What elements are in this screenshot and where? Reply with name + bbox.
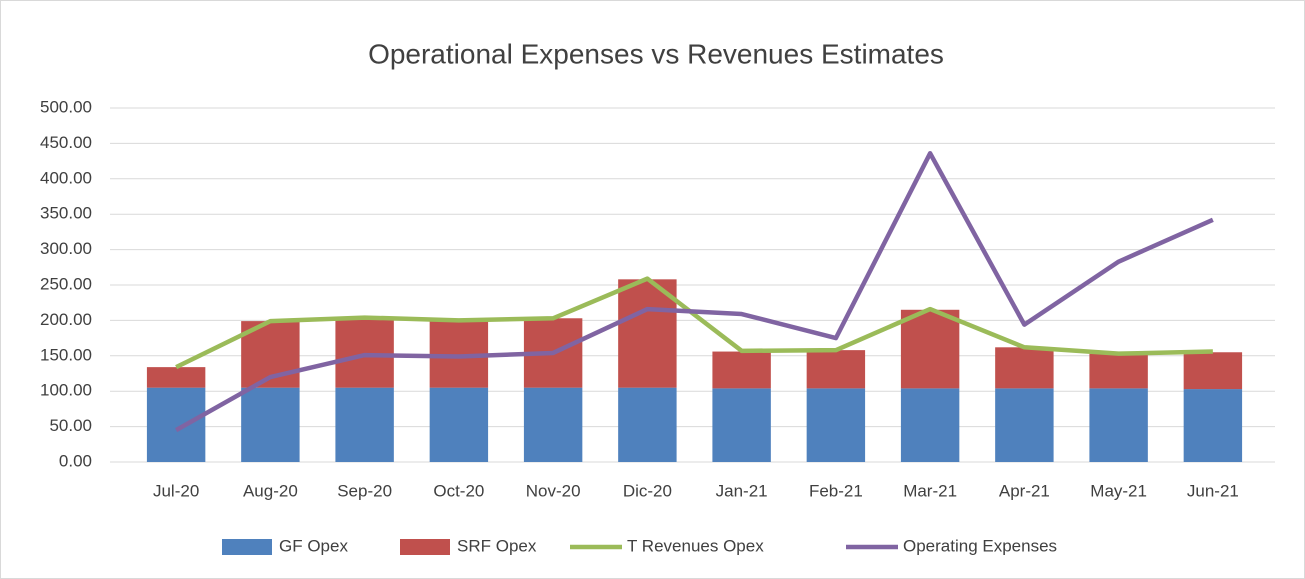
line	[175, 151, 1214, 433]
bar	[900, 309, 960, 389]
bar	[806, 350, 866, 389]
x-tick-label: Apr-21	[999, 481, 1050, 500]
bar	[1183, 389, 1243, 462]
bar	[618, 279, 677, 388]
y-tick-label: 200.00	[40, 310, 92, 329]
bar	[618, 387, 677, 462]
bar	[429, 387, 489, 462]
legend-swatch	[222, 539, 272, 555]
bar	[1089, 353, 1148, 389]
bar	[995, 347, 1054, 389]
x-tick-label: Mar-21	[903, 481, 957, 500]
y-tick-label: 150.00	[40, 345, 92, 364]
x-tick-label: Aug-20	[243, 481, 298, 500]
bar	[335, 387, 394, 462]
y-tick-label: 500.00	[40, 97, 92, 116]
x-tick-label: Jun-21	[1187, 481, 1239, 500]
bar	[712, 388, 771, 462]
y-tick-label: 50.00	[49, 416, 92, 435]
bar	[241, 387, 300, 462]
bar	[146, 367, 206, 388]
bar	[712, 351, 771, 389]
x-tick-label: Jul-20	[153, 481, 199, 500]
legend-label: T Revenues Opex	[627, 536, 764, 555]
legend-swatch	[400, 539, 450, 555]
bar	[806, 388, 866, 462]
bar	[523, 387, 583, 462]
legend-label: GF Opex	[279, 536, 348, 555]
x-tick-label: Dic-20	[623, 481, 672, 500]
x-tick-label: Oct-20	[433, 481, 484, 500]
bar	[995, 388, 1054, 462]
y-tick-label: 250.00	[40, 274, 92, 293]
x-tick-label: May-21	[1090, 481, 1147, 500]
bar	[146, 387, 206, 462]
x-tick-label: Nov-20	[526, 481, 581, 500]
legend-label: Operating Expenses	[903, 536, 1057, 555]
y-tick-label: 400.00	[40, 168, 92, 187]
legend-label: SRF Opex	[457, 536, 537, 555]
y-tick-label: 350.00	[40, 204, 92, 223]
y-tick-label: 300.00	[40, 239, 92, 258]
x-tick-label: Feb-21	[809, 481, 863, 500]
y-tick-label: 0.00	[59, 451, 92, 470]
bar	[1183, 352, 1243, 390]
y-tick-label: 450.00	[40, 133, 92, 152]
bar	[900, 388, 960, 462]
bar	[1089, 388, 1148, 462]
y-tick-label: 100.00	[40, 381, 92, 400]
x-tick-label: Jan-21	[716, 481, 768, 500]
line	[175, 276, 1213, 370]
chart-title: Operational Expenses vs Revenues Estimat…	[368, 38, 944, 69]
x-tick-label: Sep-20	[337, 481, 392, 500]
